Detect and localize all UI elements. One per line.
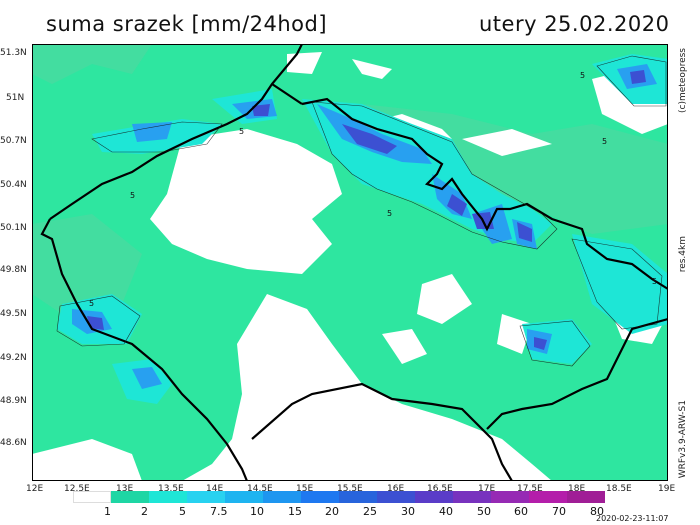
legend-label: 60 xyxy=(514,505,528,518)
lon-label: 16.5E xyxy=(427,484,453,494)
legend-label: 80 xyxy=(590,505,604,518)
legend-label: 30 xyxy=(401,505,415,518)
legend-swatch xyxy=(453,491,491,503)
lon-label: 16E xyxy=(387,484,405,494)
lat-label: 50.1N xyxy=(0,223,27,233)
lon-label: 13.5E xyxy=(158,484,184,494)
lat-label: 49.8N xyxy=(0,265,27,275)
lon-label: 18E xyxy=(568,484,586,494)
contour-label: 5 xyxy=(239,127,244,136)
lon-label: 17.5E xyxy=(517,484,543,494)
legend-label: 20 xyxy=(325,505,339,518)
legend-label: 7.5 xyxy=(210,505,228,518)
lat-label: 51.3N xyxy=(0,48,27,58)
legend-label: 5 xyxy=(179,505,186,518)
contour-label: 5 xyxy=(387,209,392,218)
legend-swatch xyxy=(187,491,225,503)
legend-label: 70 xyxy=(552,505,566,518)
lon-label: 19E xyxy=(658,484,676,494)
lon-label: 12.5E xyxy=(64,484,90,494)
legend-swatch xyxy=(415,491,453,503)
legend-swatch xyxy=(225,491,263,503)
legend-colorbar xyxy=(73,491,605,503)
forecast-date: utery 25.02.2020 xyxy=(479,12,670,36)
lat-label: 51N xyxy=(6,93,25,103)
precipitation-map: 5 5 5 5 5 5 5 xyxy=(32,44,668,481)
contour-label: 5 xyxy=(89,299,94,308)
legend-swatch xyxy=(263,491,301,503)
legend-label: 2 xyxy=(141,505,148,518)
lat-label: 48.6N xyxy=(0,438,27,448)
lon-label: 15.5E xyxy=(337,484,363,494)
legend-label: 25 xyxy=(363,505,377,518)
contour-label: 5 xyxy=(652,277,657,286)
map-title: suma srazek [mm/24hod] xyxy=(46,12,328,36)
legend-swatch xyxy=(111,491,149,503)
lat-label: 49.5N xyxy=(0,309,27,319)
lat-label: 49.2N xyxy=(0,353,27,363)
legend-swatch xyxy=(529,491,567,503)
legend-label: 40 xyxy=(439,505,453,518)
legend-swatch xyxy=(491,491,529,503)
lat-label: 50.4N xyxy=(0,180,27,190)
lon-label: 15E xyxy=(296,484,314,494)
legend-label: 1 xyxy=(104,505,111,518)
lon-label: 13E xyxy=(116,484,134,494)
generation-timestamp: 2020-02-23-11:07 xyxy=(596,514,669,523)
legend-swatch xyxy=(73,491,111,503)
contour-label: 5 xyxy=(602,137,607,146)
resolution-label: res.4km xyxy=(678,236,688,273)
legend-label: 50 xyxy=(477,505,491,518)
legend-label: 10 xyxy=(250,505,264,518)
legend-swatch xyxy=(567,491,605,503)
lon-label: 12E xyxy=(26,484,44,494)
legend-label: 15 xyxy=(288,505,302,518)
legend-swatch xyxy=(149,491,187,503)
legend-swatch xyxy=(301,491,339,503)
lon-label: 17E xyxy=(478,484,496,494)
contour-label: 5 xyxy=(130,191,135,200)
lon-label: 14E xyxy=(206,484,224,494)
lat-label: 50.7N xyxy=(0,136,27,146)
legend-swatch xyxy=(377,491,415,503)
legend-swatch xyxy=(339,491,377,503)
lat-label: 48.9N xyxy=(0,396,27,406)
contour-label: 5 xyxy=(580,71,585,80)
lon-label: 14.5E xyxy=(247,484,273,494)
model-label: WRFv3.9-ARW-S1 xyxy=(678,400,688,479)
copyright-label: (c)meteopress xyxy=(678,48,688,113)
lon-label: 18.5E xyxy=(606,484,632,494)
